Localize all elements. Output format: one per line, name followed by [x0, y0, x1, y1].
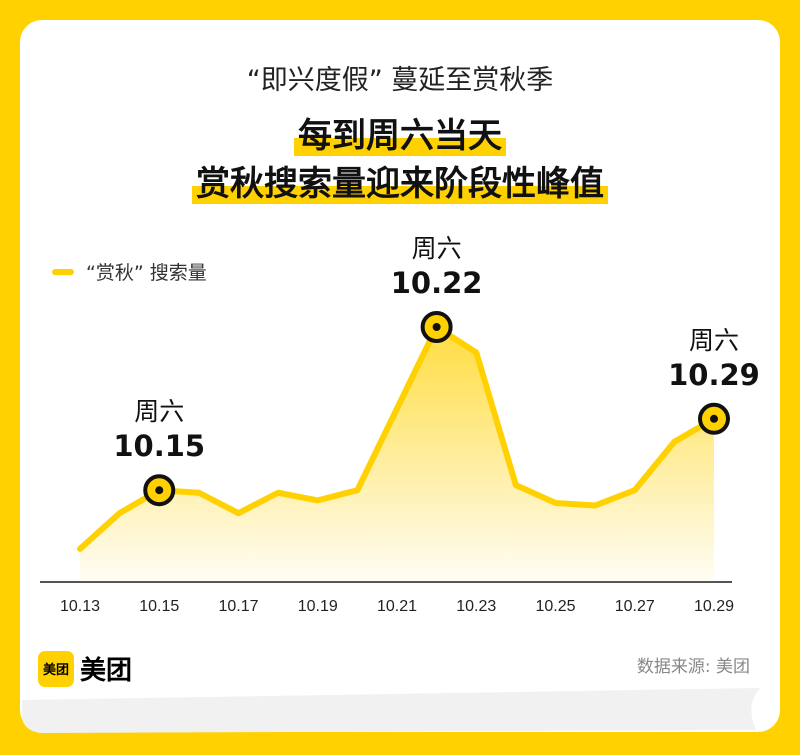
headline-line-1: 每到周六当天: [0, 108, 800, 157]
series-area: [80, 327, 714, 582]
legend-swatch: [52, 268, 74, 275]
x-tick-label: 10.23: [456, 598, 496, 615]
x-tick-label: 10.29: [694, 598, 734, 615]
annotation-date: 10.15: [113, 429, 205, 463]
series-line: [77, 324, 717, 552]
meituan-logo: 美团 美团: [38, 650, 132, 687]
saturday-marker-dot: [155, 486, 164, 495]
annotation-day: 周六: [134, 397, 184, 426]
annotation-day: 周六: [689, 326, 739, 355]
x-tick-label: 10.25: [535, 598, 575, 615]
logo-box: 美团: [38, 650, 74, 687]
saturday-marker-dot: [710, 414, 718, 423]
subtitle: “即兴度假” 蔓延至赏秋季: [246, 65, 554, 96]
x-tick-label: 10.17: [218, 598, 258, 615]
saturday-marker-dot: [432, 323, 441, 331]
logo-text: 美团: [80, 656, 133, 686]
headline-line-2: 赏秋搜索量迎来阶段性峰值: [0, 156, 800, 205]
annotation-date: 10.22: [391, 266, 483, 300]
legend: “赏秋” 搜索量: [52, 258, 207, 285]
annotation-day: 周六: [412, 234, 462, 263]
x-tick-label: 10.19: [298, 598, 338, 615]
legend-label: “赏秋” 搜索量: [86, 262, 207, 284]
x-tick-label: 10.15: [139, 598, 179, 615]
annotation-date: 10.29: [668, 358, 760, 392]
x-tick-label: 10.27: [615, 598, 655, 615]
x-tick-label: 10.21: [377, 598, 417, 615]
x-tick-label: 10.13: [60, 598, 100, 615]
data-source: 数据来源: 美团: [636, 657, 750, 677]
